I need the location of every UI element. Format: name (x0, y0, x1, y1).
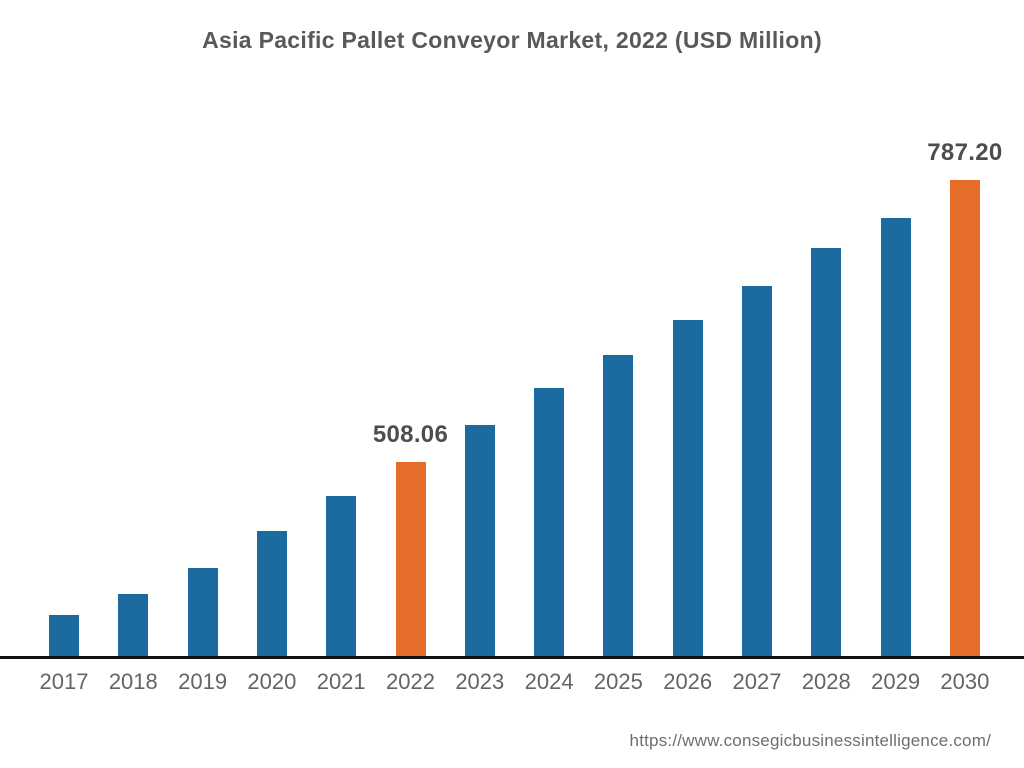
bar-2018 (118, 594, 149, 656)
bar-2025 (603, 355, 634, 656)
x-tick-label-2025: 2025 (593, 669, 643, 694)
bar-2020 (256, 531, 287, 656)
x-tick-label-2029: 2029 (871, 669, 921, 694)
bar-2026 (672, 320, 703, 656)
x-tick-label-2019: 2019 (178, 669, 228, 694)
data-label-2022: 508.06 (372, 421, 449, 448)
bar-2017 (49, 615, 79, 656)
bar-2023 (464, 425, 495, 656)
bar-2022 (395, 462, 426, 656)
source-url: https://www.consegicbusinessintelligence… (629, 731, 991, 750)
data-label-2030: 787.20 (927, 139, 1003, 166)
bar-2024 (534, 388, 565, 656)
x-tick-label-2024: 2024 (524, 669, 574, 694)
x-tick-label-2022: 2022 (386, 669, 435, 694)
chart-title: Asia Pacific Pallet Conveyor Market, 202… (202, 27, 822, 53)
bar-2021 (326, 496, 357, 656)
bar-2027 (742, 286, 772, 656)
bar-2019 (187, 568, 218, 656)
x-tick-label-2018: 2018 (108, 669, 158, 694)
x-tick-label-2021: 2021 (316, 669, 366, 694)
x-tick-label-2026: 2026 (663, 669, 713, 694)
x-tick-label-2028: 2028 (801, 669, 851, 694)
x-tick-label-2020: 2020 (247, 669, 297, 694)
x-axis-baseline (0, 656, 1024, 659)
bar-2030 (949, 180, 980, 656)
x-tick-label-2027: 2027 (732, 669, 782, 694)
bar-2029 (880, 218, 911, 656)
x-tick-label-2030: 2030 (940, 669, 990, 694)
x-tick-label-2017: 2017 (39, 669, 89, 694)
bar-2028 (811, 248, 842, 656)
x-tick-label-2023: 2023 (455, 669, 505, 694)
